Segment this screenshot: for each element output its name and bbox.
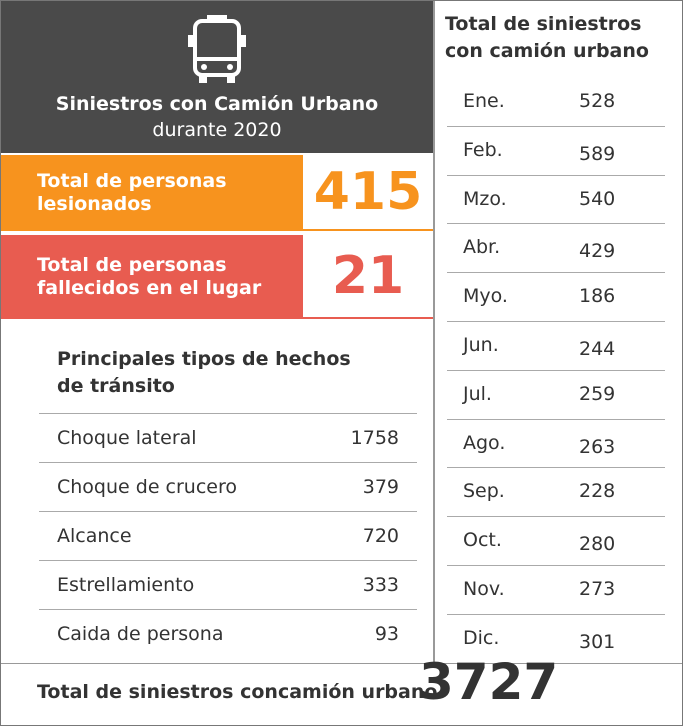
type-label: Caida de persona bbox=[57, 622, 224, 645]
injured-value: 415 bbox=[303, 155, 433, 231]
divider bbox=[1, 663, 682, 664]
row-separator bbox=[447, 467, 665, 469]
total-value: 3727 bbox=[419, 653, 559, 711]
row-separator bbox=[447, 321, 665, 322]
month-label: Sep. bbox=[463, 480, 505, 503]
month-value: 589 bbox=[579, 142, 616, 165]
month-value: 259 bbox=[579, 382, 616, 405]
injured-label: Total de personas lesionados bbox=[1, 155, 303, 231]
row-separator bbox=[447, 418, 665, 420]
type-value: 1758 bbox=[350, 426, 399, 449]
month-label: Ene. bbox=[463, 90, 505, 112]
deaths-label: Total de personas fallecidos en el lugar bbox=[1, 235, 303, 319]
type-label: Choque lateral bbox=[57, 426, 197, 449]
monthly-title: Total de siniestros con camión urbano bbox=[445, 13, 649, 62]
header: Siniestros con Camión Urbano durante 202… bbox=[1, 1, 433, 153]
row-separator bbox=[447, 613, 665, 615]
row-separator bbox=[447, 125, 665, 127]
month-label: Myo. bbox=[463, 285, 508, 308]
month-value: 301 bbox=[579, 630, 616, 653]
row-separator bbox=[447, 174, 665, 176]
month-label: Feb. bbox=[463, 138, 503, 161]
type-value: 720 bbox=[362, 524, 399, 547]
row-separator bbox=[39, 462, 417, 463]
month-label: Jul. bbox=[463, 382, 492, 405]
type-value: 333 bbox=[362, 573, 399, 596]
subtitle: durante 2020 bbox=[152, 119, 282, 141]
month-value: 429 bbox=[579, 240, 616, 263]
month-value: 244 bbox=[579, 338, 616, 360]
month-value: 280 bbox=[579, 533, 616, 556]
title: Siniestros con Camión Urbano bbox=[55, 93, 379, 115]
month-value: 540 bbox=[579, 187, 616, 210]
row-separator bbox=[447, 516, 665, 518]
divider bbox=[433, 1, 435, 663]
row-separator bbox=[39, 413, 417, 414]
month-value: 273 bbox=[579, 578, 616, 600]
month-label: Abr. bbox=[463, 236, 501, 259]
type-value: 379 bbox=[362, 475, 399, 498]
month-value: 263 bbox=[579, 435, 616, 458]
month-label: Ago. bbox=[463, 431, 506, 454]
month-value: 186 bbox=[579, 285, 616, 308]
bus-icon bbox=[188, 15, 246, 83]
month-label: Oct. bbox=[463, 529, 502, 552]
type-label: Alcance bbox=[57, 524, 132, 547]
month-value: 228 bbox=[579, 480, 616, 503]
type-value: 93 bbox=[374, 622, 399, 645]
row-separator bbox=[39, 609, 417, 610]
month-label: Mzo. bbox=[463, 187, 507, 210]
month-label: Jun. bbox=[463, 334, 499, 356]
row-separator bbox=[39, 511, 417, 512]
row-separator bbox=[447, 272, 665, 274]
month-value: 528 bbox=[579, 90, 616, 112]
types-title: Principales tipos de hechos de tránsito bbox=[57, 348, 351, 397]
month-label: Dic. bbox=[463, 626, 500, 649]
deaths-value: 21 bbox=[303, 235, 433, 319]
type-label: Estrellamiento bbox=[57, 573, 195, 596]
row-separator bbox=[39, 560, 417, 561]
total-label: Total de siniestros concamión urbano bbox=[37, 681, 438, 703]
row-separator bbox=[447, 223, 665, 225]
row-separator bbox=[447, 369, 665, 371]
type-label: Choque de crucero bbox=[57, 475, 238, 498]
month-label: Nov. bbox=[463, 578, 505, 600]
row-separator bbox=[447, 565, 665, 566]
